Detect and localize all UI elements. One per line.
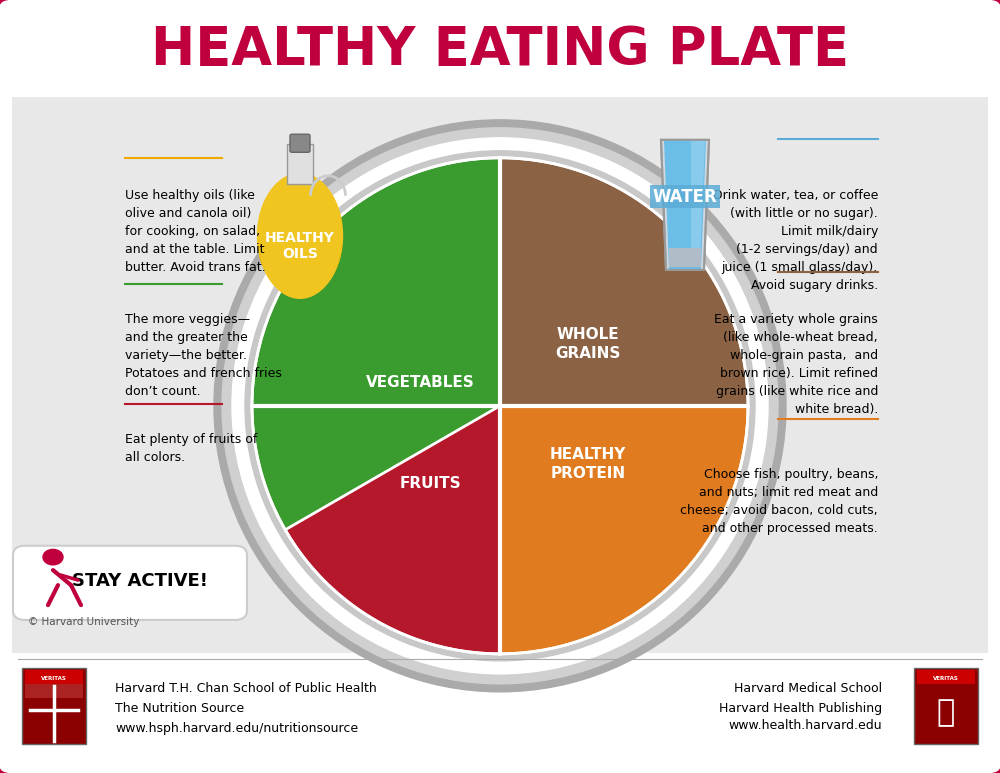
Text: Harvard T.H. Chan School of Public Health
The Nutrition Source
www.hsph.harvard.: Harvard T.H. Chan School of Public Healt… bbox=[115, 682, 377, 735]
Text: www.health.harvard.edu: www.health.harvard.edu bbox=[728, 719, 882, 732]
Ellipse shape bbox=[222, 128, 778, 684]
Polygon shape bbox=[661, 140, 709, 270]
Ellipse shape bbox=[252, 158, 748, 654]
Ellipse shape bbox=[253, 158, 747, 653]
Text: 𝐋: 𝐋 bbox=[937, 698, 955, 727]
Text: FRUITS: FRUITS bbox=[399, 475, 461, 491]
Polygon shape bbox=[664, 140, 706, 270]
Ellipse shape bbox=[245, 151, 755, 661]
Text: Drink water, tea, or coffee
(with little or no sugar).
Limit milk/dairy
(1-2 ser: Drink water, tea, or coffee (with little… bbox=[713, 189, 878, 292]
Text: The more veggies—
and the greater the
variety—the better.
Potatoes and french fr: The more veggies— and the greater the va… bbox=[125, 313, 282, 398]
Ellipse shape bbox=[232, 138, 768, 674]
Text: WATER: WATER bbox=[653, 188, 717, 206]
FancyBboxPatch shape bbox=[25, 670, 83, 684]
FancyBboxPatch shape bbox=[25, 684, 83, 691]
Ellipse shape bbox=[258, 173, 342, 298]
FancyBboxPatch shape bbox=[13, 546, 247, 620]
Text: Use healthy oils (like
olive and canola oil)
for cooking, on salad,
and at the t: Use healthy oils (like olive and canola … bbox=[125, 189, 266, 274]
Ellipse shape bbox=[214, 120, 786, 692]
Text: VERITAS: VERITAS bbox=[933, 676, 959, 681]
Text: HEALTHY
OILS: HEALTHY OILS bbox=[265, 230, 335, 261]
FancyBboxPatch shape bbox=[25, 677, 83, 684]
Text: Choose fish, poultry, beans,
and nuts; limit red meat and
cheese; avoid bacon, c: Choose fish, poultry, beans, and nuts; l… bbox=[680, 468, 878, 535]
Polygon shape bbox=[252, 158, 500, 654]
Text: VERITAS: VERITAS bbox=[41, 676, 67, 681]
Text: VEGETABLES: VEGETABLES bbox=[366, 375, 474, 390]
Text: © Harvard University: © Harvard University bbox=[28, 618, 139, 627]
FancyBboxPatch shape bbox=[290, 135, 310, 152]
Ellipse shape bbox=[259, 201, 341, 291]
FancyBboxPatch shape bbox=[917, 670, 975, 684]
Polygon shape bbox=[500, 158, 748, 406]
FancyBboxPatch shape bbox=[22, 668, 86, 744]
Text: WHOLE
GRAINS: WHOLE GRAINS bbox=[555, 327, 621, 361]
Circle shape bbox=[43, 550, 63, 565]
Polygon shape bbox=[669, 248, 701, 267]
Ellipse shape bbox=[258, 174, 342, 298]
Polygon shape bbox=[500, 406, 748, 654]
Polygon shape bbox=[285, 406, 500, 654]
Text: HEALTHY
PROTEIN: HEALTHY PROTEIN bbox=[550, 447, 626, 481]
Text: STAY ACTIVE!: STAY ACTIVE! bbox=[72, 572, 208, 591]
Text: Harvard Medical School
Harvard Health Publishing: Harvard Medical School Harvard Health Pu… bbox=[719, 682, 882, 715]
Text: HEALTHY EATING PLATE: HEALTHY EATING PLATE bbox=[151, 24, 849, 77]
FancyBboxPatch shape bbox=[914, 668, 978, 744]
FancyBboxPatch shape bbox=[25, 691, 83, 698]
FancyBboxPatch shape bbox=[12, 97, 988, 653]
Text: Eat plenty of fruits of
all colors.: Eat plenty of fruits of all colors. bbox=[125, 433, 257, 464]
Polygon shape bbox=[691, 140, 705, 260]
FancyBboxPatch shape bbox=[287, 144, 313, 184]
Text: Eat a variety whole grains
(like whole-wheat bread,
whole-grain pasta,  and
brow: Eat a variety whole grains (like whole-w… bbox=[714, 313, 878, 416]
